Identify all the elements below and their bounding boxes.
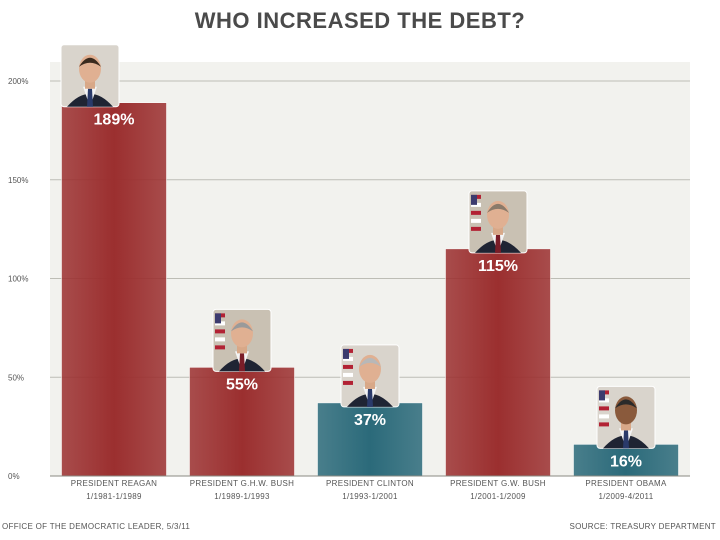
value-label: 16%	[610, 453, 642, 470]
x-tick-label: PRESIDENT G.H.W. BUSH	[190, 479, 294, 488]
x-tick-sublabel: 1/2001-1/2009	[470, 492, 526, 501]
value-label: 189%	[94, 112, 135, 129]
bar-3	[317, 402, 423, 477]
x-tick-label: PRESIDENT G.W. BUSH	[450, 479, 546, 488]
x-tick-label: PRESIDENT REAGAN	[71, 479, 157, 488]
x-tick-sublabel: 1/2009-4/2011	[599, 492, 654, 501]
chart-title: WHO INCREASED THE DEBT?	[194, 8, 526, 33]
y-tick-label: 50%	[8, 373, 24, 382]
footer-credit: Office of the Democratic Leader, 5/3/11	[2, 522, 191, 531]
y-tick-label: 150%	[8, 176, 28, 185]
hw-bush-portrait	[212, 308, 272, 372]
x-tick-label: PRESIDENT CLINTON	[326, 479, 414, 488]
gw-bush-portrait	[468, 190, 528, 254]
value-label: 37%	[354, 412, 386, 429]
bar-4	[445, 248, 551, 477]
x-tick-sublabel: 1/1993-1/2001	[342, 492, 398, 501]
reagan-portrait	[60, 44, 120, 108]
value-label: 55%	[226, 376, 258, 393]
bar-2	[189, 367, 295, 477]
footer-source: Source: Treasury Department	[569, 522, 716, 531]
bar-1	[61, 102, 167, 477]
x-tick-label: PRESIDENT OBAMA	[585, 479, 667, 488]
obama-portrait	[596, 385, 656, 449]
bar-5	[573, 444, 679, 477]
clinton-portrait	[340, 344, 400, 408]
y-tick-label: 100%	[8, 275, 28, 284]
value-label: 115%	[478, 258, 518, 275]
x-tick-sublabel: 1/1989-1/1993	[214, 492, 270, 501]
x-tick-sublabel: 1/1981-1/1989	[86, 492, 142, 501]
y-tick-label: 0%	[8, 472, 20, 481]
y-tick-label: 200%	[8, 77, 28, 86]
